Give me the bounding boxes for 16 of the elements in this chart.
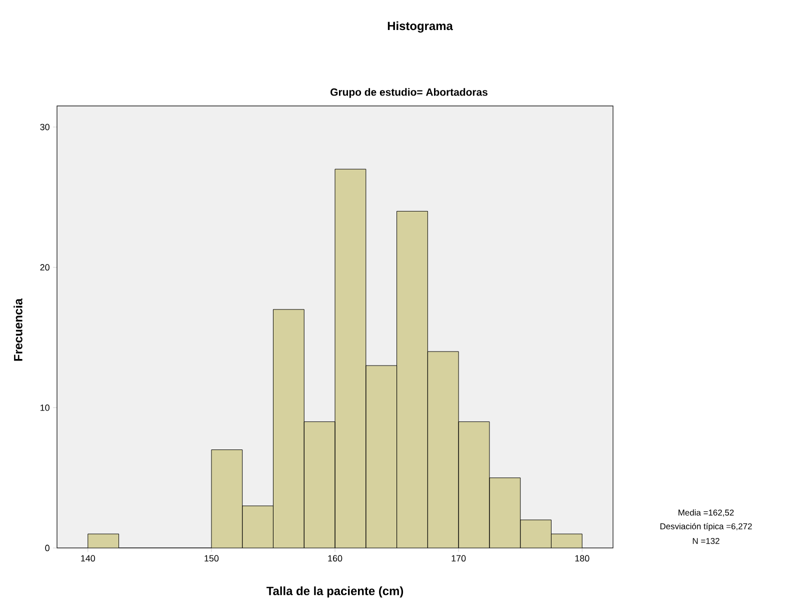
- x-tick-label: 140: [81, 555, 96, 562]
- text: N =132: [692, 538, 720, 544]
- y-tick-label: 30: [40, 124, 50, 130]
- y-tick-label: 20: [40, 264, 50, 271]
- y-tick-label: 0: [45, 544, 50, 552]
- x-tick-label: 170: [452, 555, 466, 562]
- x-tick-label: 180: [575, 555, 590, 562]
- x-tick-label: 160: [328, 555, 342, 562]
- text: Media =162,52: [678, 509, 734, 517]
- chart-title: Histograma: [388, 21, 453, 33]
- chart-subtitle: Grupo de estudio= Abortadoras: [330, 88, 488, 98]
- text: Desviación típica =6,272: [660, 522, 752, 531]
- y-axis-title: Frecuencia: [14, 298, 22, 361]
- y-tick-label: 10: [40, 404, 50, 411]
- x-tick-label: 150: [204, 555, 219, 562]
- x-axis-title: Talla de la paciente (cm): [266, 586, 404, 598]
